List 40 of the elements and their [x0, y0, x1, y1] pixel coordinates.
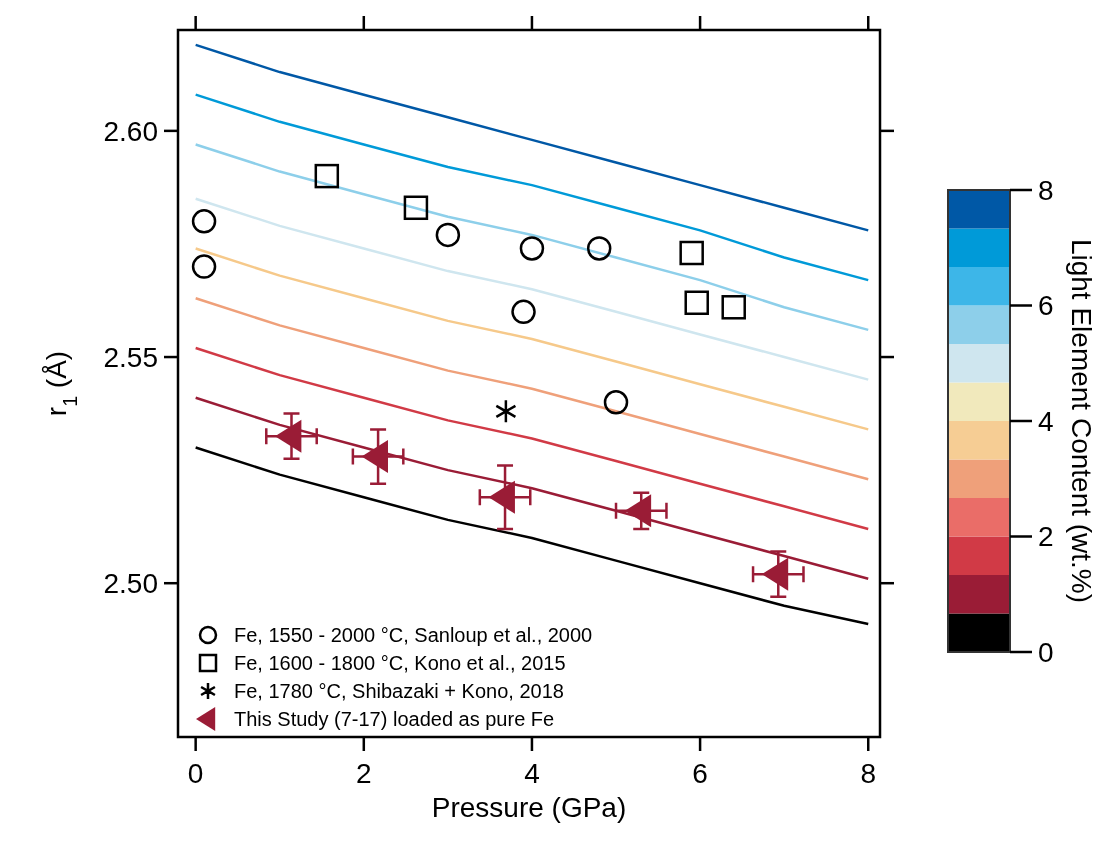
point: [519, 236, 545, 261]
point: [603, 390, 629, 415]
color-bar-label: 6: [1038, 290, 1054, 322]
x-tick-label: 2: [356, 758, 372, 789]
line-series: [194, 247, 870, 431]
color-bar-label: 0: [1038, 636, 1054, 668]
point: [684, 290, 709, 316]
point: [435, 222, 461, 248]
legend-label: Fe, 1600 - 1800 °C, Kono et al., 2015: [234, 652, 566, 674]
y-tick-label: 2.60: [103, 115, 158, 147]
line-series: [194, 346, 870, 531]
line-series: [194, 296, 870, 481]
color-bar-label: 2: [1038, 521, 1054, 553]
point: [511, 299, 536, 325]
point: [403, 195, 429, 221]
line-series: [194, 143, 870, 332]
legend-label: Fe, 1550 - 2000 °C, Sanloup et al., 2000: [234, 624, 593, 646]
y-tick-label: 2.55: [103, 341, 158, 373]
color-bar-title: Light Element Content (wt.%): [1066, 238, 1097, 604]
point: [721, 295, 746, 320]
line-series: [194, 197, 870, 381]
point: [495, 399, 517, 424]
point: [191, 254, 217, 279]
x-tick-label: 0: [187, 758, 204, 789]
line-series: [194, 446, 870, 626]
legend-label: This Study (7-17) loaded as pure Fe: [234, 708, 555, 730]
x-tick-label: 4: [524, 758, 540, 789]
line-series: [194, 43, 870, 232]
color-bar-label: 8: [1038, 174, 1054, 206]
y-tick-label: 2.50: [103, 568, 158, 600]
legend-label: Fe, 1780 °C, Shibazaki + Kono, 2018: [234, 680, 564, 702]
point: [314, 163, 340, 189]
point: [191, 209, 217, 234]
x-tick-label: 8: [860, 758, 877, 789]
point: [586, 236, 612, 261]
x-axis-title: Pressure (GPa): [431, 792, 627, 823]
point: [679, 240, 704, 266]
color-bar-label: 4: [1038, 405, 1054, 437]
x-tick-label: 6: [692, 758, 708, 789]
line-series: [194, 93, 870, 282]
